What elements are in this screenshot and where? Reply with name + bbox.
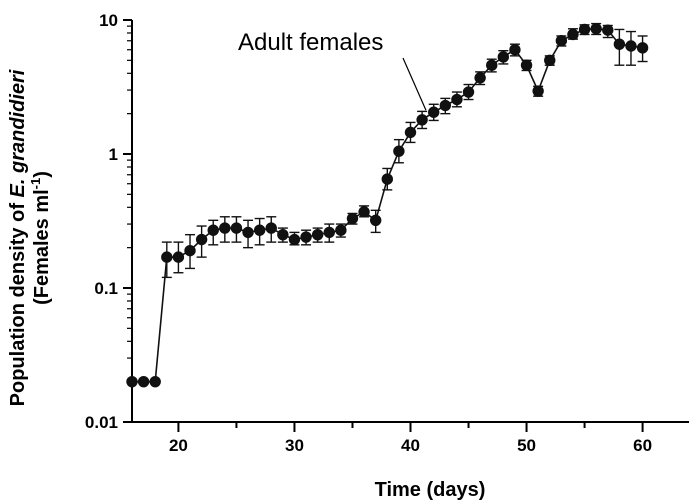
data-point bbox=[300, 231, 312, 243]
y-tick-label: 1 bbox=[109, 145, 118, 164]
data-point bbox=[277, 228, 289, 241]
data-point bbox=[520, 59, 533, 71]
data-point bbox=[497, 51, 510, 63]
x-axis-title: Time (days) bbox=[375, 479, 486, 501]
x-tick-label: 20 bbox=[169, 436, 188, 455]
data-point bbox=[311, 228, 324, 241]
svg-text:Population density of E. grand: Population density of E. grandidieri bbox=[7, 69, 29, 406]
y-tick-label: 0.1 bbox=[94, 279, 118, 298]
data-point bbox=[613, 38, 626, 50]
annotation-pointer-line bbox=[402, 57, 427, 111]
data-point bbox=[404, 126, 417, 139]
data-point bbox=[439, 99, 452, 112]
x-tick-label: 60 bbox=[633, 436, 652, 455]
data-point bbox=[544, 54, 556, 67]
data-point bbox=[451, 93, 463, 106]
y-axis-title-line2: (Females ml-1) bbox=[28, 171, 53, 305]
y-axis-title-species: E. grandidieri bbox=[7, 69, 29, 197]
data-point bbox=[195, 233, 208, 246]
x-tick-label: 30 bbox=[285, 436, 304, 455]
data-point bbox=[219, 222, 231, 234]
data-point bbox=[184, 244, 196, 257]
data-point bbox=[474, 72, 486, 84]
data-point bbox=[532, 85, 544, 97]
data-point bbox=[625, 40, 637, 52]
data-point bbox=[428, 106, 440, 118]
data-point bbox=[323, 226, 335, 239]
y-axis-title-superscript: -1 bbox=[28, 178, 43, 190]
data-point bbox=[555, 35, 568, 47]
data-point bbox=[358, 206, 370, 218]
svg-text:(Females ml-1): (Females ml-1) bbox=[28, 171, 53, 305]
data-point bbox=[346, 212, 359, 225]
data-point bbox=[137, 375, 150, 388]
series-line bbox=[132, 27, 643, 383]
data-point bbox=[567, 28, 579, 41]
data-point bbox=[288, 233, 301, 246]
data-point bbox=[242, 226, 254, 239]
data-point bbox=[590, 23, 602, 35]
data-point bbox=[335, 224, 347, 236]
data-point bbox=[509, 44, 521, 56]
y-tick-label: 10 bbox=[99, 11, 118, 30]
data-point bbox=[149, 375, 161, 388]
data-point bbox=[265, 222, 277, 234]
data-point bbox=[602, 24, 614, 36]
data-point bbox=[578, 23, 591, 36]
data-point bbox=[207, 224, 219, 236]
data-point bbox=[253, 224, 266, 236]
data-point bbox=[161, 251, 173, 263]
x-tick-label: 50 bbox=[517, 436, 536, 455]
series-group bbox=[126, 23, 649, 388]
data-point bbox=[172, 251, 185, 263]
y-axis-title-close: ) bbox=[31, 171, 53, 178]
annotation-label: Adult females bbox=[238, 29, 383, 56]
data-point bbox=[126, 375, 138, 388]
y-tick-label: 0.01 bbox=[85, 413, 118, 432]
data-point bbox=[230, 222, 243, 234]
data-point bbox=[486, 59, 498, 71]
y-axis-title-line1: Population density of E. grandidieri bbox=[7, 69, 29, 406]
data-point bbox=[462, 86, 475, 98]
y-axis-title-units: (Females ml bbox=[31, 189, 53, 305]
data-point bbox=[369, 214, 382, 227]
annotation-group: Adult females bbox=[238, 29, 427, 111]
data-point bbox=[416, 114, 428, 126]
axes: 0.01 0.1 1 10 20 30 40 50 60 bbox=[85, 11, 689, 455]
y-axis-title-prefix: Population density of bbox=[7, 197, 29, 406]
data-point bbox=[381, 173, 393, 185]
x-tick-label: 40 bbox=[401, 436, 420, 455]
data-point bbox=[636, 42, 649, 54]
data-point bbox=[393, 145, 405, 157]
